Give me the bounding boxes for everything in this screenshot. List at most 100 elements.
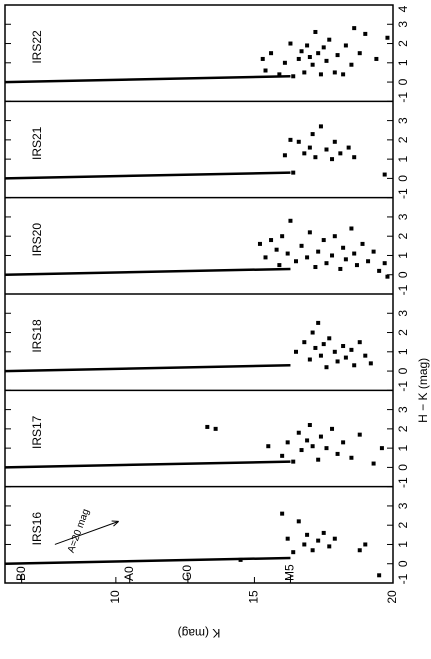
point [313,29,318,34]
panel-title: IRS16 [30,512,44,546]
point [330,426,335,431]
point [352,155,357,160]
y-tick-label: 0 [396,560,410,567]
point [318,124,323,129]
point [324,147,329,152]
point [366,259,371,264]
point [324,365,329,370]
point [332,139,337,144]
point [288,218,293,223]
point [285,251,290,256]
point [377,573,382,578]
point [374,56,379,61]
y-tick-label: -1 [396,477,410,488]
sequence-line [4,267,291,276]
y-tick-label: 2 [396,136,410,143]
sequence-line [4,75,291,84]
point [349,347,354,352]
point [310,132,315,137]
point [280,234,285,239]
point [327,37,332,42]
panel-title: IRS18 [30,319,44,353]
point [321,45,326,50]
point [296,430,301,435]
reddening-label: A=20 mag [66,508,92,555]
point [313,155,318,160]
x-tick-label: 10 [108,590,122,604]
point [371,249,376,254]
point [238,557,243,562]
point [341,72,346,77]
point [332,234,337,239]
point [305,532,310,537]
point [352,26,357,31]
point [332,70,337,75]
y-tick-label: 0 [396,78,410,85]
point [296,56,301,61]
point [357,51,362,56]
point [357,340,362,345]
panel-title: IRS22 [30,30,44,64]
point [282,153,287,158]
y-tick-label: -1 [396,573,410,584]
point [285,440,290,445]
point [316,457,321,462]
point [363,542,368,547]
y-tick-label: 2 [396,425,410,432]
point [291,550,296,555]
point [377,268,382,273]
point [310,548,315,553]
point [338,151,343,156]
point [277,263,282,268]
point [294,259,298,264]
point [354,263,359,268]
point [285,536,290,541]
point [299,448,304,453]
y-tick-label: 3 [396,406,410,413]
y-tick-label: 2 [396,522,410,529]
point [349,226,354,231]
point [316,538,321,543]
point [382,172,387,177]
point [357,432,362,437]
point [294,349,298,354]
point [335,451,340,456]
point [299,49,304,54]
point [316,51,321,56]
point [263,255,268,260]
point [330,253,335,258]
panel-title: IRS21 [30,126,44,160]
point [324,261,329,266]
point [291,459,296,464]
point [321,238,326,243]
x-tick-label: 15 [247,590,261,604]
point [310,330,315,335]
point [385,274,390,279]
point [302,151,307,156]
y-tick-label: 2 [396,233,410,240]
point [277,72,282,77]
point [260,56,265,61]
point [269,51,274,56]
spectral-label: M5 [283,564,297,581]
y-tick-label: 1 [396,348,410,355]
point [343,355,348,360]
point [346,145,351,150]
panel-title: IRS20 [30,223,44,257]
point [307,55,312,60]
point [318,72,323,77]
point [313,345,318,350]
point [324,446,329,451]
point [327,336,332,341]
point [266,444,271,449]
y-tick-label: 0 [396,271,410,278]
point [335,359,340,364]
point [363,31,368,36]
spectral-label: A0 [122,566,136,581]
point [316,249,321,254]
sequence-line [4,171,291,180]
point [324,58,329,63]
point [205,424,210,429]
point [321,530,326,535]
